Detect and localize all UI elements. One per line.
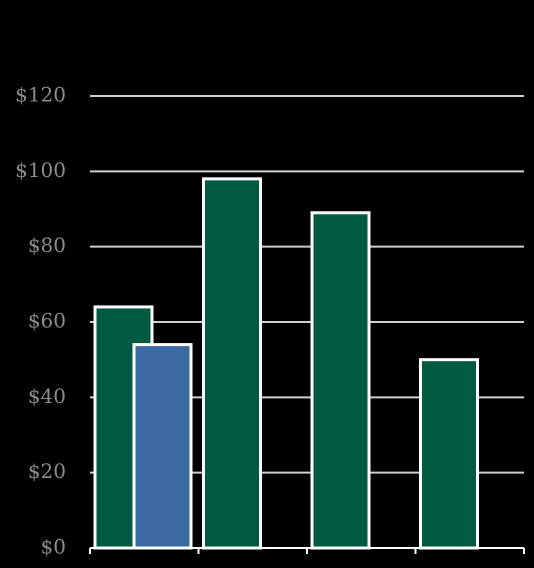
y-tick-label: $100 <box>15 158 66 182</box>
y-tick-label: $60 <box>28 309 66 333</box>
bar <box>419 358 479 550</box>
y-tick-label: $0 <box>41 535 66 559</box>
y-tick-label: $20 <box>28 459 66 483</box>
bar <box>202 177 262 550</box>
y-tick-label: $40 <box>28 384 66 408</box>
bar <box>132 343 193 550</box>
bar <box>310 211 371 550</box>
y-tick-label: $120 <box>15 83 66 107</box>
y-tick-label: $80 <box>28 233 66 257</box>
